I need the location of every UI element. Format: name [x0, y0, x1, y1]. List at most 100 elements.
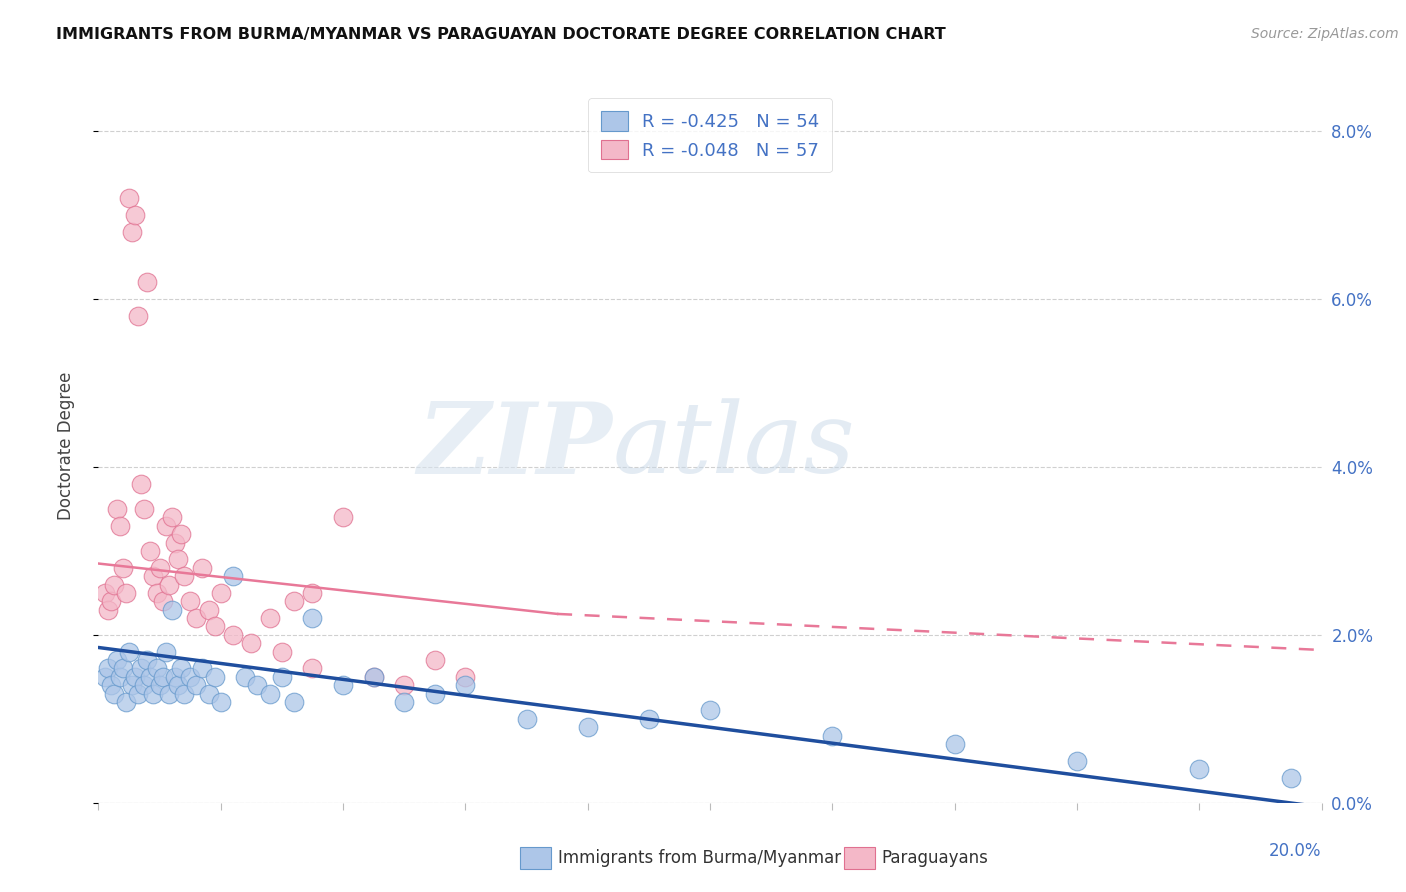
Point [173, 687, 195, 701]
Point [1066, 754, 1088, 768]
Point [134, 502, 156, 516]
Point [259, 611, 281, 625]
Point [127, 687, 149, 701]
Point [332, 678, 354, 692]
Point [240, 636, 263, 650]
Point [129, 661, 152, 675]
Point [179, 670, 201, 684]
Point [576, 720, 599, 734]
Point [259, 687, 281, 701]
Point [111, 560, 134, 574]
Text: Source: ZipAtlas.com: Source: ZipAtlas.com [1251, 27, 1399, 41]
Point [142, 687, 165, 701]
Point [149, 560, 172, 574]
Point [170, 527, 193, 541]
Point [124, 208, 146, 222]
Point [160, 510, 183, 524]
Y-axis label: Doctorate Degree: Doctorate Degree [56, 372, 75, 520]
Point [699, 703, 721, 717]
Point [283, 594, 305, 608]
Point [301, 611, 323, 625]
Point [363, 670, 385, 684]
Point [204, 619, 226, 633]
Point [115, 586, 138, 600]
Point [1188, 762, 1211, 776]
Point [163, 670, 186, 684]
Point [270, 670, 294, 684]
Point [821, 729, 844, 743]
Point [332, 510, 354, 524]
Text: Immigrants from Burma/Myanmar: Immigrants from Burma/Myanmar [558, 849, 841, 867]
Legend: R = -0.425   N = 54, R = -0.048   N = 57: R = -0.425 N = 54, R = -0.048 N = 57 [588, 98, 832, 172]
Point [392, 678, 416, 692]
Point [160, 603, 183, 617]
Point [163, 535, 186, 549]
Point [222, 628, 245, 642]
Point [152, 670, 174, 684]
Point [270, 645, 294, 659]
Point [167, 552, 190, 566]
Point [197, 687, 219, 701]
Point [246, 678, 269, 692]
Point [186, 678, 208, 692]
Point [105, 653, 128, 667]
Point [454, 678, 477, 692]
Point [943, 737, 966, 751]
Point [139, 670, 162, 684]
Point [121, 225, 143, 239]
Point [139, 544, 162, 558]
Point [155, 645, 177, 659]
Point [454, 670, 477, 684]
Point [204, 670, 226, 684]
Point [233, 670, 256, 684]
Point [186, 611, 208, 625]
Point [111, 661, 134, 675]
Point [197, 603, 219, 617]
Point [392, 695, 416, 709]
Point [283, 695, 305, 709]
Point [363, 670, 385, 684]
Point [155, 518, 177, 533]
Point [191, 560, 214, 574]
Point [423, 687, 446, 701]
Point [152, 594, 174, 608]
Point [124, 670, 146, 684]
Point [145, 661, 167, 675]
Point [301, 661, 323, 675]
Point [136, 653, 159, 667]
Point [115, 695, 138, 709]
Point [516, 712, 538, 726]
Point [142, 569, 165, 583]
Point [149, 678, 172, 692]
Point [145, 586, 167, 600]
Text: ZIP: ZIP [418, 398, 612, 494]
Point [121, 678, 143, 692]
Point [170, 661, 193, 675]
Point [209, 586, 232, 600]
Point [167, 678, 190, 692]
Point [108, 670, 131, 684]
Point [1279, 771, 1302, 785]
Point [222, 569, 245, 583]
Point [191, 661, 214, 675]
Point [179, 594, 201, 608]
Point [423, 653, 446, 667]
Point [209, 695, 232, 709]
Point [136, 275, 159, 289]
Text: Paraguayans: Paraguayans [882, 849, 988, 867]
Point [127, 309, 149, 323]
Point [103, 687, 125, 701]
Point [100, 678, 122, 692]
Point [100, 594, 122, 608]
Text: 20.0%: 20.0% [1270, 842, 1322, 860]
Point [93, 586, 115, 600]
Point [134, 678, 156, 692]
Point [301, 586, 323, 600]
Point [118, 645, 141, 659]
Point [108, 518, 131, 533]
Point [103, 577, 125, 591]
Point [173, 569, 195, 583]
Point [97, 661, 120, 675]
Point [638, 712, 661, 726]
Point [157, 577, 180, 591]
